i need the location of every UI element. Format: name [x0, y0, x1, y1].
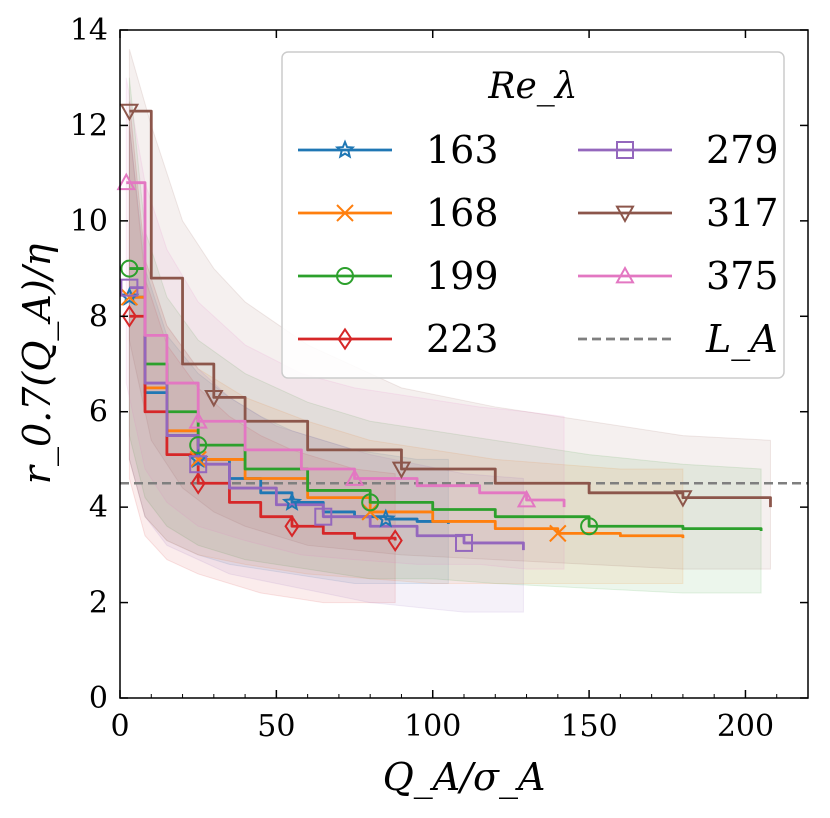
- legend-label-168: 168: [426, 191, 499, 235]
- y-tick-label: 6: [89, 395, 108, 430]
- point-168-0: [120, 288, 139, 306]
- x-tick-label: 50: [257, 709, 295, 744]
- legend-marker-199: [336, 267, 354, 285]
- x-tick-label: 0: [110, 709, 129, 744]
- series-line-279: [129, 286, 525, 551]
- point-317-3: [204, 390, 224, 408]
- point-199-3: [189, 436, 208, 455]
- point-375-6: [344, 468, 365, 486]
- point-279-3: [189, 455, 208, 474]
- legend-label-375: 375: [706, 254, 779, 298]
- y-tick-label: 10: [70, 204, 108, 239]
- x-tick-label: 150: [560, 709, 617, 744]
- point-168-6: [361, 503, 379, 521]
- legend-box: [281, 51, 785, 379]
- point-168-9: [549, 524, 567, 543]
- y-tick-label: 12: [70, 108, 108, 143]
- point-163-0: [119, 286, 140, 306]
- series-markers: [116, 103, 693, 552]
- legend-label-163: 163: [426, 128, 499, 172]
- legend-marker-375: [615, 265, 635, 284]
- legend-label-279: 279: [706, 128, 779, 172]
- point-317-9: [673, 490, 693, 508]
- point-317-0: [119, 103, 140, 122]
- point-199-9: [580, 517, 599, 536]
- x-tick-label: 100: [404, 709, 461, 744]
- point-223-9: [387, 529, 403, 552]
- legend-marker-279: [616, 141, 634, 159]
- series-line-375: [126, 181, 566, 508]
- legend-label-223: 223: [426, 317, 499, 361]
- legend-marker-223: [337, 327, 353, 351]
- legend-title: Re_λ: [487, 66, 577, 107]
- band-317: [128, 48, 771, 570]
- legend: Re_λ 163 168 199 223 279 317 375 L_A: [281, 51, 785, 379]
- y-tick-label: 2: [89, 586, 108, 621]
- point-223-6: [284, 514, 300, 538]
- point-163-6: [281, 491, 303, 511]
- point-199-6: [361, 493, 380, 512]
- point-375-0: [116, 172, 136, 191]
- legend-label-317: 317: [706, 191, 779, 235]
- y-tick-label: 4: [89, 490, 108, 525]
- point-199-0: [120, 259, 139, 278]
- legend-marker-163: [334, 139, 356, 159]
- point-223-0: [121, 304, 137, 328]
- point-375-9: [516, 489, 537, 508]
- point-279-6: [314, 507, 333, 526]
- point-163-9: [375, 508, 396, 528]
- point-168-3: [189, 450, 207, 469]
- y-axis-title: r_0.7(Q_A)/η: [15, 244, 60, 485]
- legend-label-L_A: L_A: [705, 317, 778, 362]
- x-tick-label: 200: [717, 709, 774, 744]
- point-375-3: [188, 411, 208, 429]
- series-line-317: [129, 109, 772, 508]
- legend-label-199: 199: [426, 254, 499, 298]
- axes: 0 50 100 150 200 0 2 4 6 8 10 12 14: [70, 13, 809, 744]
- x-axis-title: Q_A/σ_A: [383, 755, 546, 800]
- point-223-3: [190, 471, 206, 495]
- point-317-6: [391, 461, 412, 480]
- band-199: [128, 77, 762, 594]
- y-tick-label: 8: [89, 299, 108, 334]
- legend-marker-317: [615, 205, 635, 224]
- y-tick-label: 0: [89, 681, 108, 716]
- point-279-0: [120, 278, 139, 297]
- point-279-9: [455, 533, 473, 552]
- legend-marker-168: [336, 204, 354, 222]
- y-tick-label: 14: [70, 13, 108, 48]
